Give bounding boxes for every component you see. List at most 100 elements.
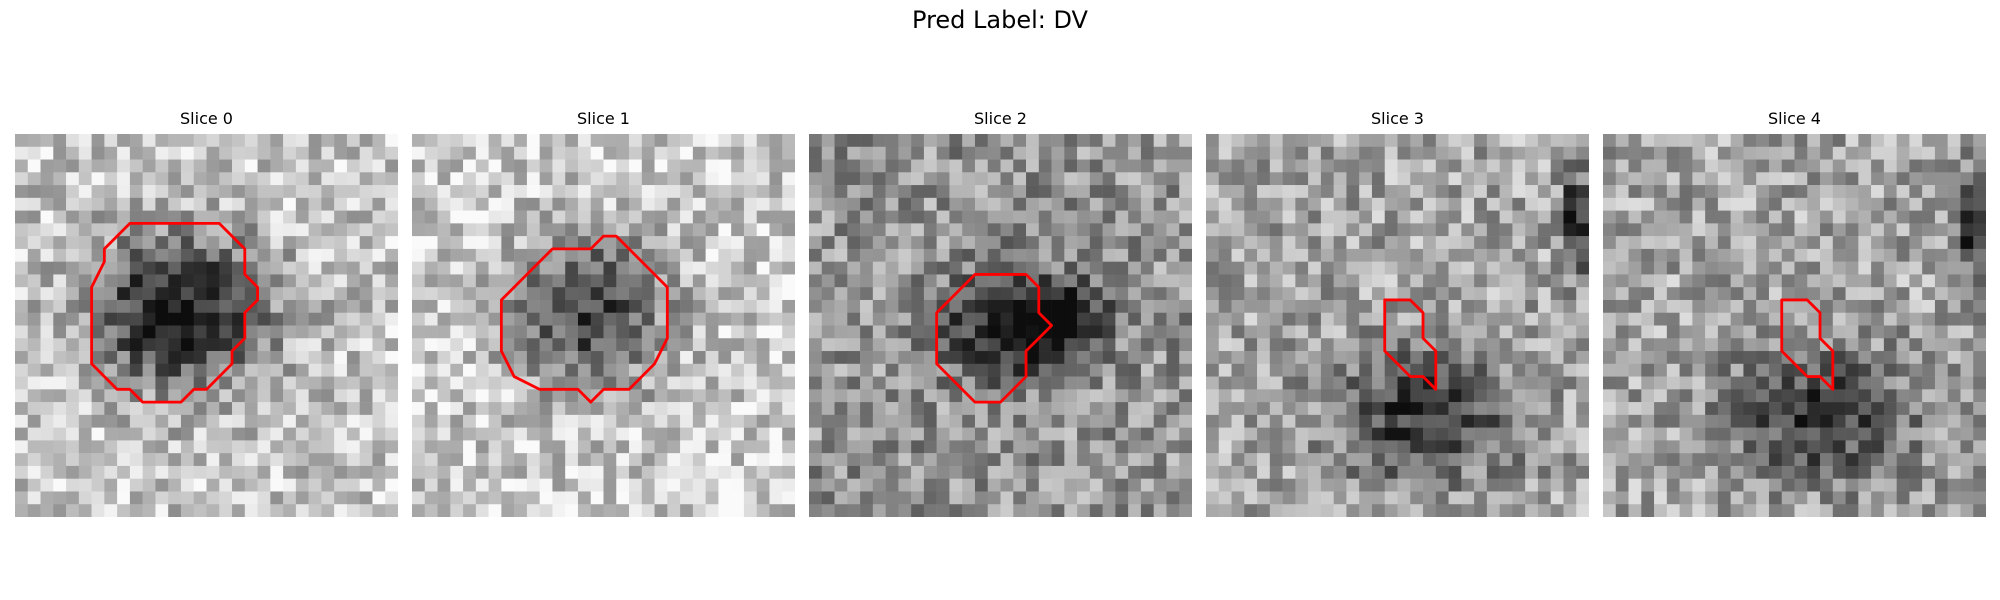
image-pixel [193,248,207,262]
image-pixel [1960,210,1974,224]
image-pixel [1525,248,1539,262]
image-pixel [1705,197,1719,211]
image-pixel [1115,478,1129,492]
image-pixel [974,299,988,313]
image-pixel [1410,210,1424,224]
image-pixel [1371,491,1385,505]
image-pixel [385,376,398,390]
image-pixel [936,427,950,441]
image-pixel [1269,402,1283,416]
image-pixel [885,491,899,505]
image-pixel [359,197,373,211]
image-pixel [193,210,207,224]
image-pixel [1448,478,1462,492]
image-pixel [117,402,131,416]
image-pixel [232,299,246,313]
image-pixel [1743,248,1757,262]
image-pixel [437,363,451,377]
image-pixel [1576,210,1589,224]
image-pixel [1832,236,1846,250]
image-pixel [769,159,783,173]
image-pixel [104,389,118,403]
image-pixel [1371,414,1385,428]
image-pixel [834,402,848,416]
image-pixel [1026,172,1040,186]
image-pixel [40,427,54,441]
image-pixel [526,197,540,211]
image-pixel [834,236,848,250]
image-pixel [91,236,105,250]
image-pixel [142,185,156,199]
image-pixel [1206,274,1220,288]
image-pixel [1641,159,1655,173]
image-pixel [1128,223,1142,237]
image-pixel [1000,146,1014,160]
image-pixel [1832,351,1846,365]
image-pixel [514,351,528,365]
image-pixel [193,453,207,467]
image-pixel [488,491,502,505]
image-pixel [821,248,835,262]
image-pixel [1038,248,1052,262]
image-pixel [1628,325,1642,339]
image-pixel [847,351,861,365]
image-pixel [1973,185,1986,199]
image-pixel [1435,197,1449,211]
image-pixel [949,465,963,479]
image-pixel [1909,185,1923,199]
image-pixel [1077,325,1091,339]
image-pixel [1525,440,1539,454]
image-pixel [603,210,617,224]
image-pixel [616,402,630,416]
image-pixel [1794,172,1808,186]
image-pixel [565,414,579,428]
image-pixel [1550,453,1564,467]
image-pixel [821,402,835,416]
image-pixel [1615,453,1629,467]
image-pixel [1166,351,1180,365]
image-pixel [603,172,617,186]
image-pixel [539,312,553,326]
image-pixel [1922,376,1936,390]
image-pixel [321,210,335,224]
image-pixel [1077,146,1091,160]
image-pixel [1717,185,1731,199]
image-pixel [616,427,630,441]
image-pixel [475,465,489,479]
image-pixel [1153,197,1167,211]
image-pixel [1269,223,1283,237]
image-pixel [257,465,271,479]
image-pixel [1628,312,1642,326]
image-pixel [552,299,566,313]
image-pixel [27,185,41,199]
image-pixel [1563,338,1577,352]
image-pixel [552,274,566,288]
image-pixel [1679,299,1693,313]
image-pixel [1244,185,1258,199]
image-pixel [1371,197,1385,211]
image-pixel [450,504,464,517]
image-pixel [641,325,655,339]
image-pixel [1282,248,1296,262]
image-pixel [1257,351,1271,365]
image-pixel [1140,223,1154,237]
image-pixel [1064,440,1078,454]
image-pixel [1051,465,1065,479]
image-pixel [1474,210,1488,224]
image-pixel [308,338,322,352]
image-pixel [616,210,630,224]
image-pixel [1474,376,1488,390]
image-pixel [1423,261,1437,275]
image-pixel [1231,197,1245,211]
image-pixel [1231,465,1245,479]
image-pixel [321,299,335,313]
image-pixel [1218,402,1232,416]
image-pixel [1461,197,1475,211]
image-pixel [936,287,950,301]
image-pixel [705,248,719,262]
image-pixel [346,299,360,313]
image-pixel [821,414,835,428]
image-pixel [1077,440,1091,454]
image-pixel [1206,159,1220,173]
image-pixel [1486,312,1500,326]
